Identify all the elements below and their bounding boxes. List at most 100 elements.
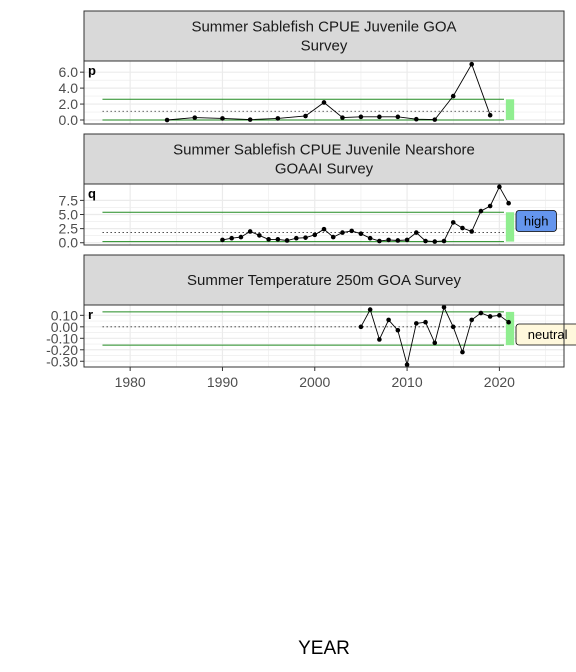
data-point bbox=[497, 184, 502, 190]
data-point bbox=[386, 237, 391, 243]
data-point bbox=[275, 116, 281, 121]
data-point bbox=[497, 313, 502, 318]
x-tick-label: 1990 bbox=[207, 374, 238, 390]
x-axis-title: YEAR bbox=[298, 638, 350, 659]
data-point bbox=[395, 238, 401, 243]
x-tick-label: 1980 bbox=[115, 374, 146, 390]
strip-p bbox=[83, 10, 565, 62]
x-tick-label: 2000 bbox=[299, 374, 330, 390]
data-point bbox=[238, 234, 244, 240]
y-tick-label: -0.20 bbox=[46, 342, 78, 358]
data-point bbox=[275, 237, 281, 242]
y-tick-label: 0.0 bbox=[59, 112, 79, 128]
panel-bg-r bbox=[84, 305, 564, 367]
data-point bbox=[423, 238, 428, 244]
data-point bbox=[432, 340, 438, 346]
strip-title-q-0: Summer Sablefish CPUE Juvenile Nearshore bbox=[173, 142, 475, 159]
y-tick-label: 0.10 bbox=[51, 307, 78, 323]
panel-bg-p bbox=[84, 61, 564, 124]
data-point bbox=[303, 235, 308, 240]
data-point bbox=[423, 319, 428, 325]
status-badge-q bbox=[515, 210, 557, 232]
panel-border-q bbox=[83, 183, 565, 246]
data-point bbox=[294, 235, 299, 241]
y-tick-label: 4.0 bbox=[59, 80, 79, 96]
recent-highlight bbox=[505, 212, 515, 242]
data-point bbox=[229, 235, 234, 241]
panel-tag-p: p bbox=[88, 63, 96, 78]
data-point bbox=[404, 237, 410, 243]
strip-title-p-1: Survey bbox=[301, 38, 348, 55]
data-point bbox=[340, 230, 345, 235]
data-point bbox=[487, 203, 493, 209]
x-tick-label: 2010 bbox=[391, 374, 422, 390]
data-point bbox=[247, 117, 253, 122]
strip-q bbox=[83, 133, 565, 185]
recent-highlight bbox=[505, 311, 515, 346]
data-point bbox=[220, 237, 225, 243]
y-tick-label: -0.10 bbox=[46, 330, 78, 346]
data-point bbox=[450, 93, 456, 99]
y-tick-label: 5.0 bbox=[59, 207, 79, 223]
data-point bbox=[358, 324, 364, 330]
strip-title-p-0: Summer Sablefish CPUE Juvenile GOA bbox=[191, 19, 456, 36]
data-point bbox=[450, 324, 456, 330]
data-point bbox=[312, 232, 318, 238]
data-point bbox=[257, 233, 262, 238]
data-point bbox=[469, 317, 474, 323]
panel-tag-r: r bbox=[88, 307, 93, 322]
panel-tag-q: q bbox=[88, 186, 96, 201]
strip-title-q-1: GOAAI Survey bbox=[275, 161, 374, 178]
status-label-q: high bbox=[524, 214, 549, 229]
data-point bbox=[478, 208, 484, 214]
y-tick-label: 2.0 bbox=[59, 96, 79, 112]
data-point bbox=[432, 239, 438, 244]
data-point bbox=[303, 113, 308, 119]
data-point bbox=[460, 225, 465, 231]
data-point bbox=[469, 229, 474, 234]
data-point bbox=[386, 317, 391, 323]
data-point bbox=[506, 319, 511, 325]
panel-border-r bbox=[83, 304, 565, 368]
data-point bbox=[441, 304, 447, 310]
y-tick-label: 2.5 bbox=[59, 221, 79, 237]
data-point bbox=[330, 234, 336, 240]
data-point bbox=[404, 362, 410, 368]
status-label-r: neutral bbox=[528, 327, 568, 342]
data-point bbox=[487, 112, 493, 118]
data-point bbox=[358, 114, 364, 120]
data-point bbox=[164, 117, 170, 123]
data-point bbox=[367, 235, 373, 241]
data-point bbox=[441, 238, 447, 244]
data-point bbox=[487, 314, 493, 319]
status-badge-r bbox=[515, 323, 576, 346]
data-point bbox=[460, 349, 465, 355]
data-point bbox=[321, 226, 327, 232]
data-point bbox=[367, 307, 373, 312]
y-tick-label: -0.30 bbox=[46, 353, 78, 369]
x-tick-label: 2020 bbox=[484, 374, 515, 390]
data-point bbox=[192, 115, 198, 120]
panel-border-p bbox=[83, 60, 565, 125]
data-point bbox=[340, 115, 345, 120]
y-tick-label: 7.5 bbox=[59, 192, 79, 208]
data-point bbox=[395, 114, 401, 120]
data-point bbox=[321, 100, 327, 105]
data-point bbox=[266, 237, 271, 242]
data-point bbox=[377, 114, 382, 120]
data-point bbox=[377, 238, 382, 244]
data-point bbox=[349, 228, 354, 234]
data-point bbox=[377, 337, 382, 342]
data-point bbox=[395, 327, 401, 333]
data-point bbox=[247, 229, 253, 234]
data-point bbox=[284, 238, 290, 243]
y-tick-label: 0.00 bbox=[51, 319, 78, 335]
data-point bbox=[414, 116, 419, 122]
data-point bbox=[414, 230, 419, 235]
data-point bbox=[506, 200, 511, 206]
data-point bbox=[478, 310, 484, 316]
data-point bbox=[220, 116, 225, 121]
series-line-p bbox=[167, 63, 491, 121]
data-point bbox=[358, 231, 364, 237]
